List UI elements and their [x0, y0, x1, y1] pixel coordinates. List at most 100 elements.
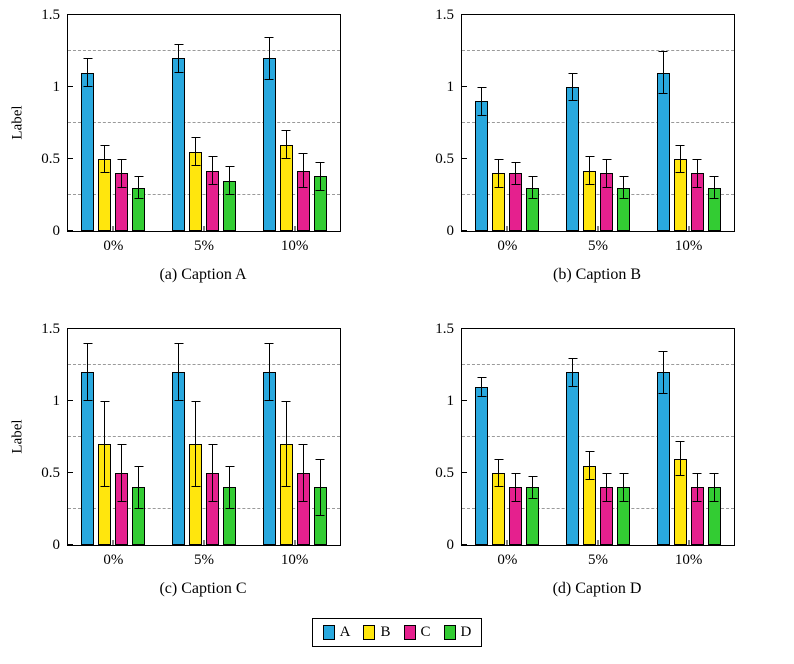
y-tick-mark — [68, 86, 73, 88]
error-bar-cap-top — [225, 166, 234, 168]
bar-slot — [707, 15, 721, 231]
error-bar — [117, 444, 127, 502]
y-tick-label: 1.5 — [41, 7, 60, 23]
bar-slot — [132, 329, 146, 545]
error-bar-cap-top — [117, 444, 127, 446]
error-bar-line — [589, 156, 590, 185]
error-bar — [658, 350, 668, 394]
x-tick-mark — [294, 540, 296, 545]
error-bar-cap-bottom — [83, 86, 93, 88]
y-tick-label: 0.5 — [435, 151, 454, 168]
plot-area: 0 0.5 1 1.5 0% 5% 10% — [41, 321, 341, 568]
bar-a — [656, 72, 670, 231]
error-bar — [709, 473, 719, 502]
error-bar — [658, 51, 668, 95]
bar-slot — [115, 329, 129, 545]
x-tick-mark — [597, 540, 599, 545]
error-bar-line — [515, 473, 517, 502]
error-bar-line — [285, 130, 287, 160]
gridline — [68, 508, 340, 510]
error-bar-cap-top — [692, 159, 702, 161]
bar-group — [249, 329, 340, 545]
gridline — [462, 194, 734, 196]
bar-slot — [566, 15, 579, 231]
bar-slot — [313, 15, 327, 231]
error-bar-cap-top — [477, 376, 487, 378]
error-bar — [477, 376, 487, 397]
error-bar-cap-top — [315, 161, 325, 163]
gridline — [462, 508, 734, 510]
bar-slot — [492, 329, 506, 545]
y-tick-mark — [462, 14, 467, 15]
plot-area: 0 0.5 1 1.5 0% 5% 10% — [41, 7, 341, 254]
error-bar-cap-top — [585, 451, 594, 453]
error-bar-cap-top — [281, 401, 291, 403]
bar-slot — [617, 15, 630, 231]
error-bar — [494, 458, 504, 488]
error-bar-line — [121, 444, 123, 502]
error-bar — [709, 176, 719, 200]
y-tick-mark — [462, 400, 467, 402]
error-bar — [568, 72, 577, 102]
error-bar-cap-top — [658, 51, 668, 53]
y-tick-label: 0.5 — [41, 465, 60, 482]
bar-group — [159, 329, 250, 545]
x-tick-mark — [688, 226, 690, 231]
error-bar — [191, 401, 200, 488]
error-bar-line — [713, 176, 715, 200]
error-bar-cap-bottom — [315, 189, 325, 191]
error-bar — [585, 451, 594, 481]
y-tick-mark — [462, 230, 467, 231]
error-bar — [83, 58, 93, 88]
error-bar-cap-bottom — [568, 100, 577, 102]
x-tick-label: 10% — [280, 238, 309, 254]
error-bar-line — [532, 176, 534, 200]
error-bar-line — [87, 58, 89, 88]
error-bar-cap-bottom — [100, 172, 110, 174]
error-bar — [134, 465, 144, 510]
legend-swatch-d — [443, 625, 456, 640]
error-bar-cap-top — [264, 343, 274, 345]
y-tick-label: 1.5 — [435, 7, 454, 23]
legend-item: B — [363, 624, 391, 641]
chart-caption: (c) Caption C — [159, 580, 247, 597]
error-bar — [281, 130, 291, 160]
error-bar-cap-bottom — [134, 508, 144, 510]
bar-slot — [262, 15, 276, 231]
error-bar-cap-bottom — [208, 183, 217, 185]
bar-slot — [690, 15, 704, 231]
error-bar-cap-bottom — [281, 158, 291, 160]
bar-group — [643, 15, 734, 231]
error-bar — [100, 401, 110, 488]
y-tick-mark — [68, 158, 73, 160]
gridline — [462, 50, 734, 51]
bar-slot — [690, 329, 704, 545]
error-bar-cap-bottom — [494, 486, 504, 488]
error-bar-cap-top — [100, 401, 110, 403]
error-bar-cap-bottom — [298, 500, 308, 502]
y-tick-mark — [462, 544, 467, 545]
error-bar-cap-top — [281, 130, 291, 132]
error-bar — [208, 444, 217, 502]
error-bar-cap-bottom — [315, 515, 325, 517]
error-bar-cap-top — [315, 458, 325, 460]
y-tick-mark — [462, 158, 467, 160]
error-bar-cap-bottom — [208, 500, 217, 502]
error-bar — [100, 144, 110, 174]
error-bar-cap-bottom — [191, 486, 200, 488]
y-tick-label: 1 — [52, 79, 61, 96]
y-tick-mark — [68, 14, 73, 15]
error-bar-cap-top — [619, 473, 628, 475]
y-tick-label: 0.5 — [41, 151, 60, 168]
error-bar — [511, 473, 521, 502]
error-bar — [494, 159, 504, 188]
bar-slot — [189, 15, 202, 231]
chart-c: Label 0 0.5 1 1.5 0% 5% 10% (c) Caption C — [7, 321, 393, 598]
error-bar-cap-bottom — [568, 385, 577, 387]
error-bar-line — [268, 36, 270, 80]
x-tick-label: 10% — [674, 238, 703, 254]
error-bar-line — [589, 451, 590, 481]
chart-caption: (a) Caption A — [159, 266, 247, 283]
error-bar — [208, 156, 217, 185]
error-bar — [602, 473, 611, 502]
